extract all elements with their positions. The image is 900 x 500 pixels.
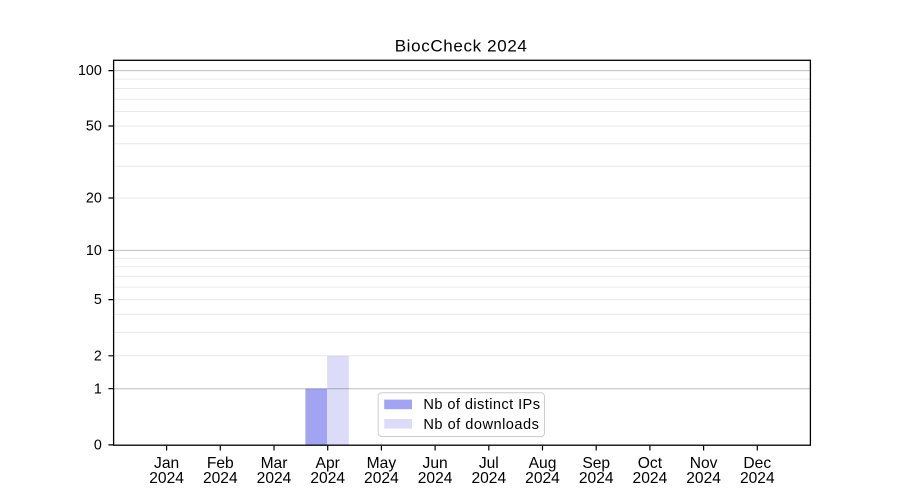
svg-text:Jan: Jan xyxy=(154,455,179,472)
svg-text:2: 2 xyxy=(94,348,102,364)
svg-text:2024: 2024 xyxy=(310,470,345,487)
svg-text:2024: 2024 xyxy=(418,470,453,487)
svg-text:0: 0 xyxy=(94,438,102,454)
svg-text:10: 10 xyxy=(86,243,102,259)
svg-text:20: 20 xyxy=(86,191,102,207)
svg-text:2024: 2024 xyxy=(203,470,238,487)
svg-text:Dec: Dec xyxy=(743,455,771,472)
svg-text:2024: 2024 xyxy=(633,470,668,487)
svg-text:Apr: Apr xyxy=(316,455,340,472)
svg-text:Aug: Aug xyxy=(529,455,557,472)
svg-text:100: 100 xyxy=(78,63,102,79)
svg-text:2024: 2024 xyxy=(364,470,399,487)
svg-text:2024: 2024 xyxy=(525,470,560,487)
svg-text:50: 50 xyxy=(86,119,102,135)
svg-text:BiocCheck 2024: BiocCheck 2024 xyxy=(395,36,527,55)
svg-text:Nov: Nov xyxy=(690,455,718,472)
svg-text:1: 1 xyxy=(94,381,102,397)
svg-text:2024: 2024 xyxy=(740,470,775,487)
svg-text:2024: 2024 xyxy=(471,470,506,487)
svg-text:5: 5 xyxy=(94,292,102,308)
svg-text:Nb of downloads: Nb of downloads xyxy=(423,417,539,433)
svg-text:2024: 2024 xyxy=(257,470,292,487)
svg-text:Sep: Sep xyxy=(582,455,610,472)
svg-text:2024: 2024 xyxy=(149,470,184,487)
svg-text:Oct: Oct xyxy=(638,455,663,472)
svg-text:2024: 2024 xyxy=(579,470,614,487)
svg-text:2024: 2024 xyxy=(686,470,721,487)
svg-text:Mar: Mar xyxy=(261,455,288,472)
svg-text:May: May xyxy=(367,455,397,472)
svg-text:Jul: Jul xyxy=(479,455,499,472)
svg-text:Nb of distinct IPs: Nb of distinct IPs xyxy=(423,397,540,413)
svg-text:Feb: Feb xyxy=(207,455,234,472)
svg-text:Jun: Jun xyxy=(423,455,448,472)
